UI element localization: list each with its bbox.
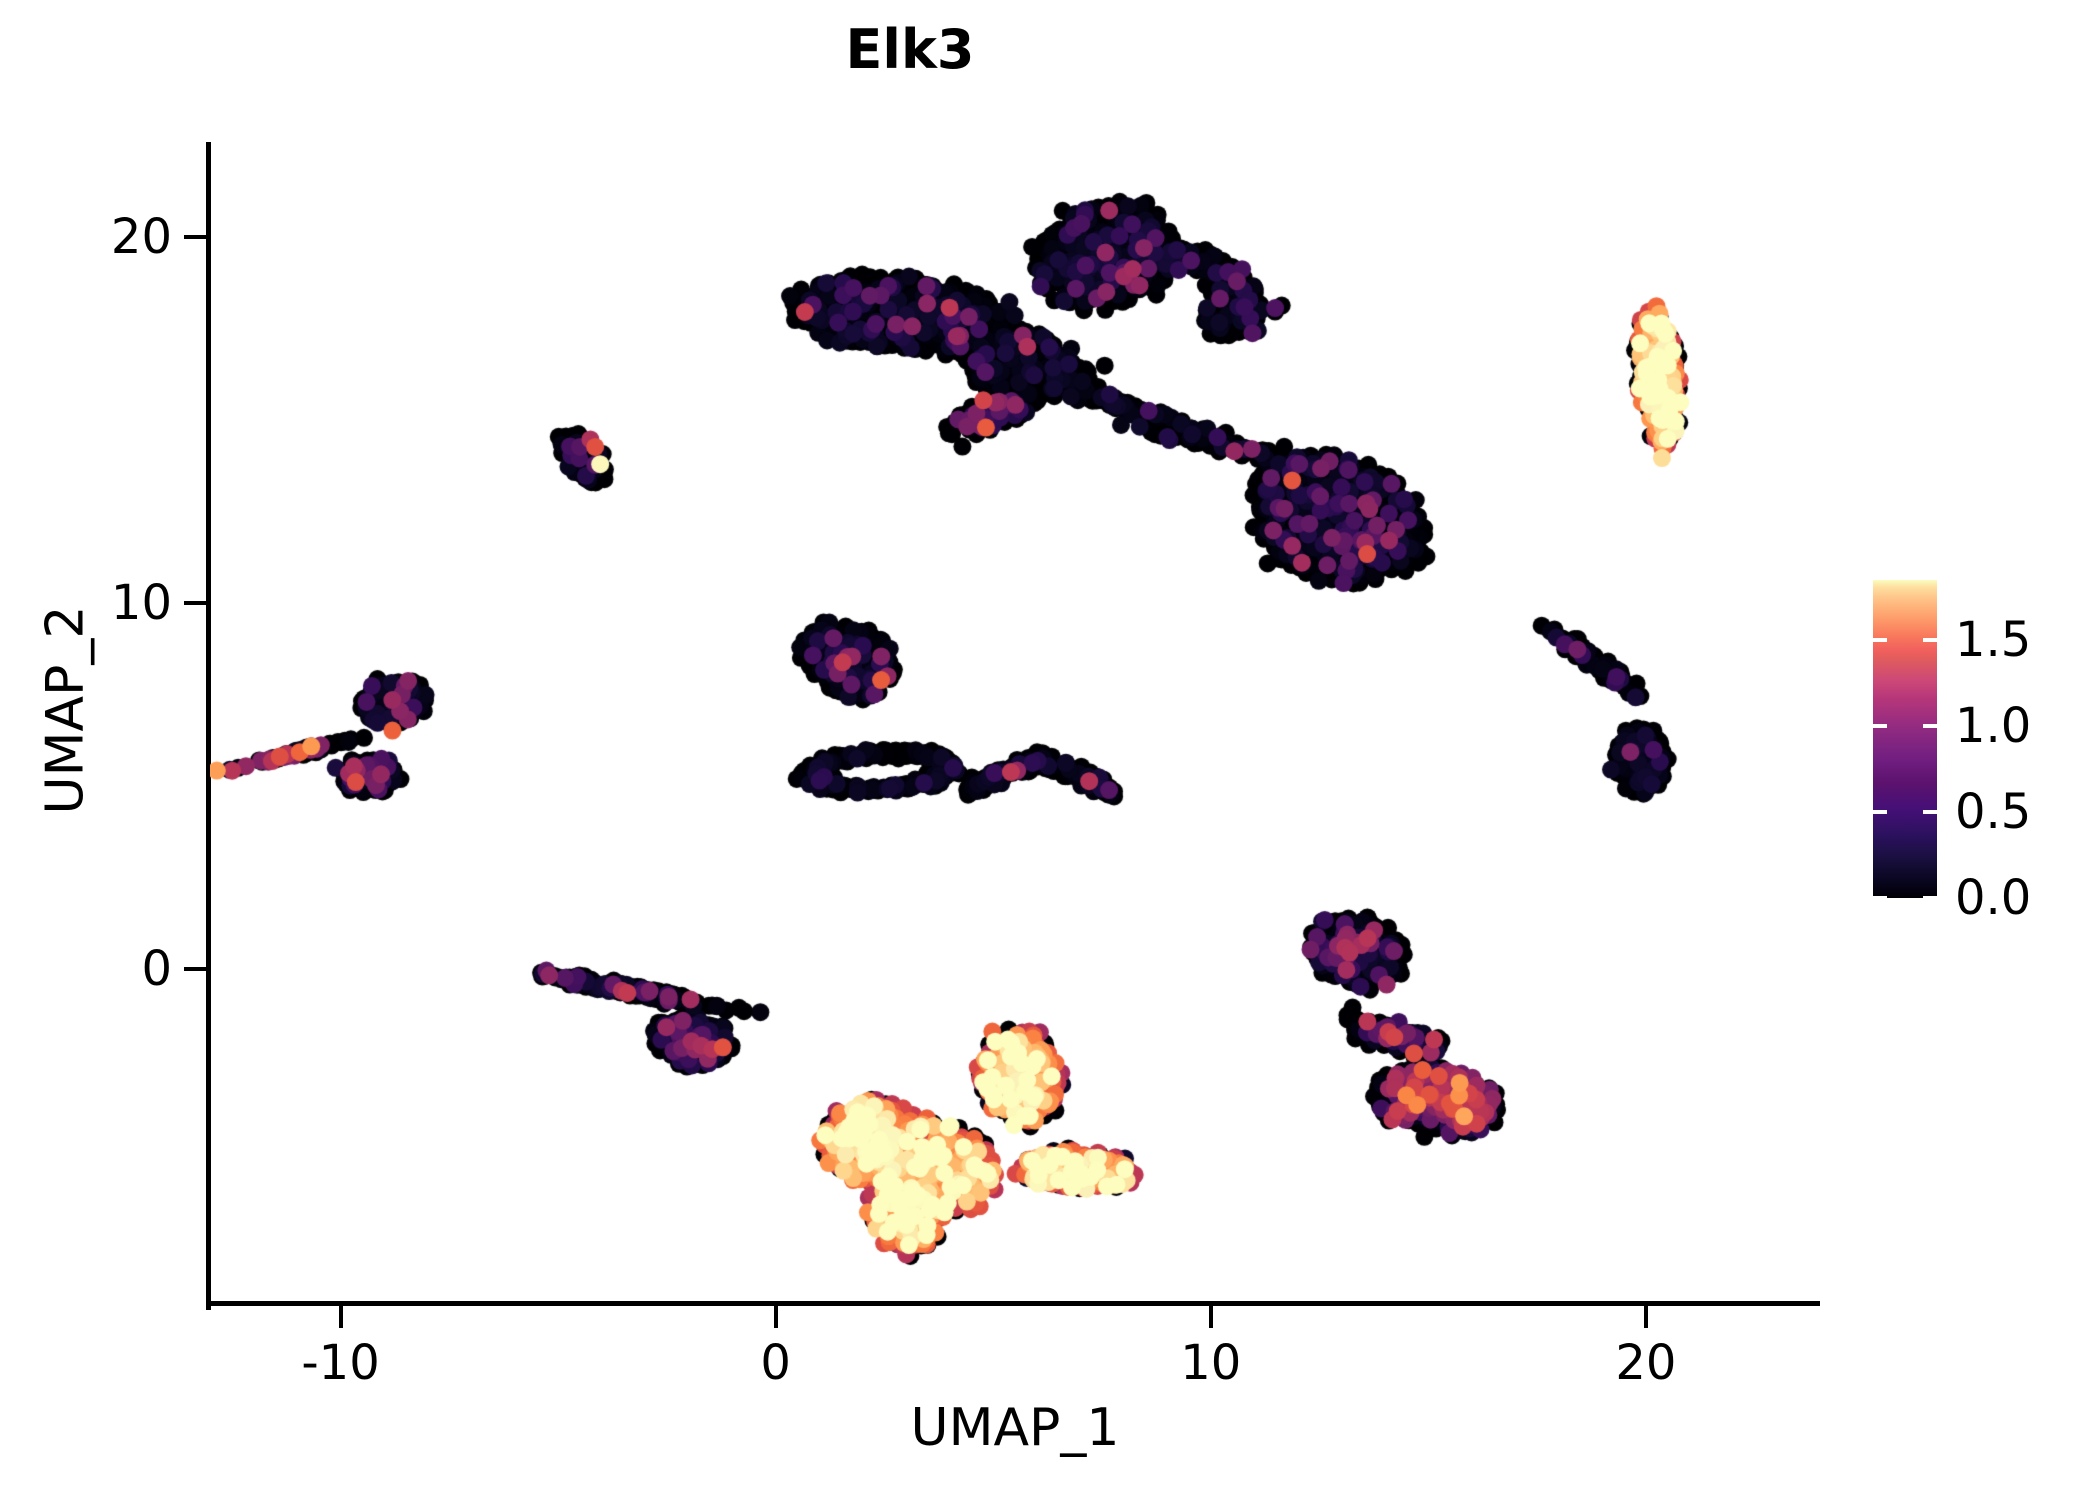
colorbar-tick-label-0: 0.0 bbox=[1955, 870, 2032, 926]
colorbar-tick-label-1: 0.5 bbox=[1955, 784, 2032, 841]
x-tick-label-2: 10 bbox=[1180, 1335, 1242, 1391]
y-tick-label-1: 10 bbox=[110, 574, 172, 631]
colorbar-tick-0 bbox=[1873, 896, 1937, 900]
y-axis-label: UMAP_2 bbox=[35, 605, 96, 815]
x-tick-3 bbox=[1643, 1306, 1648, 1328]
x-tick-label-0: -10 bbox=[301, 1335, 380, 1391]
colorbar-tick-label-3: 1.5 bbox=[1955, 612, 2032, 669]
y-tick-1 bbox=[184, 600, 206, 605]
colorbar-tick-2 bbox=[1873, 724, 1937, 729]
colorbar-tick-3 bbox=[1873, 638, 1937, 643]
x-tick-label-3: 20 bbox=[1615, 1335, 1677, 1391]
colorbar-tick-label-2: 1.0 bbox=[1955, 698, 2032, 755]
x-tick-label-1: 0 bbox=[760, 1335, 791, 1391]
colorbar-tick-1 bbox=[1873, 810, 1937, 815]
axis-spine-left bbox=[206, 142, 211, 1310]
scatter-plot-canvas bbox=[210, 142, 1820, 1305]
y-tick-0 bbox=[184, 966, 206, 971]
x-tick-1 bbox=[773, 1306, 778, 1328]
plot-area bbox=[210, 142, 1820, 1305]
colorbar: 0.0 0.5 1.0 1.5 bbox=[1873, 580, 2093, 926]
x-axis-label: UMAP_1 bbox=[910, 1398, 1120, 1458]
colorbar-gradient bbox=[1873, 580, 1937, 898]
y-tick-label-0: 0 bbox=[141, 940, 172, 997]
page-title: Elk3 bbox=[845, 18, 975, 81]
y-tick-2 bbox=[184, 235, 206, 240]
y-tick-label-2: 20 bbox=[110, 209, 172, 266]
x-tick-2 bbox=[1208, 1306, 1213, 1328]
x-tick-0 bbox=[338, 1306, 343, 1328]
